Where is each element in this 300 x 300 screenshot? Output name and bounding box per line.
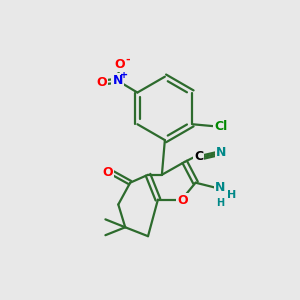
Text: +: + — [121, 70, 129, 80]
Text: N: N — [112, 74, 123, 87]
Text: O: O — [177, 194, 188, 207]
Text: N: N — [215, 181, 226, 194]
Text: O: O — [96, 76, 107, 89]
Text: H: H — [216, 198, 224, 208]
Text: H: H — [227, 190, 236, 200]
Text: Cl: Cl — [214, 120, 228, 133]
Text: O: O — [114, 58, 125, 71]
Text: C: C — [194, 150, 203, 164]
Text: O: O — [102, 166, 113, 179]
Text: -: - — [125, 55, 130, 65]
Text: N: N — [216, 146, 226, 160]
